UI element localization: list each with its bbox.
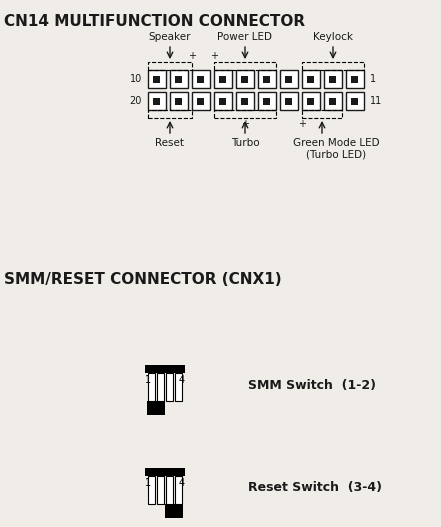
Bar xyxy=(166,476,173,504)
Bar xyxy=(324,92,342,110)
Text: SMM Switch  (1-2): SMM Switch (1-2) xyxy=(248,378,376,392)
Bar xyxy=(307,97,314,104)
Bar xyxy=(157,373,164,401)
Text: Keylock: Keylock xyxy=(313,32,353,42)
Bar xyxy=(302,70,320,88)
Text: +: + xyxy=(298,119,306,129)
Text: SMM/RESET CONNECTOR (CNX1): SMM/RESET CONNECTOR (CNX1) xyxy=(4,272,282,287)
Bar xyxy=(351,75,359,83)
Bar xyxy=(280,70,298,88)
Text: 20: 20 xyxy=(130,96,142,106)
Bar xyxy=(153,75,161,83)
Bar xyxy=(258,92,276,110)
Text: 11: 11 xyxy=(370,96,382,106)
Text: +: + xyxy=(241,119,249,129)
Bar xyxy=(329,75,336,83)
Bar xyxy=(302,92,320,110)
Bar xyxy=(302,62,364,70)
Bar xyxy=(307,75,314,83)
Bar xyxy=(329,97,336,104)
Bar xyxy=(198,75,205,83)
Bar xyxy=(285,97,292,104)
Bar xyxy=(175,373,182,401)
Bar xyxy=(153,97,161,104)
Bar xyxy=(220,75,227,83)
Text: 1: 1 xyxy=(370,74,376,84)
Bar xyxy=(302,110,342,118)
Bar xyxy=(157,476,164,504)
Bar xyxy=(351,97,359,104)
Bar xyxy=(176,75,183,83)
Bar xyxy=(145,468,185,476)
Text: +: + xyxy=(188,51,196,61)
Bar xyxy=(242,75,248,83)
Bar xyxy=(242,97,248,104)
Text: Turbo: Turbo xyxy=(231,138,259,148)
Bar xyxy=(148,92,166,110)
Text: Reset: Reset xyxy=(156,138,184,148)
Text: 4: 4 xyxy=(179,375,185,385)
Bar xyxy=(346,70,364,88)
Text: +: + xyxy=(210,51,218,61)
Text: 1: 1 xyxy=(145,375,151,385)
Bar xyxy=(214,62,276,70)
Bar xyxy=(264,97,270,104)
Bar xyxy=(176,97,183,104)
Bar xyxy=(220,97,227,104)
Bar xyxy=(147,401,165,415)
Bar xyxy=(148,476,155,504)
Bar xyxy=(214,92,232,110)
Bar xyxy=(198,97,205,104)
Bar xyxy=(346,92,364,110)
Bar xyxy=(148,70,166,88)
Bar xyxy=(166,373,173,401)
Bar xyxy=(285,75,292,83)
Bar xyxy=(165,504,183,518)
Text: 1: 1 xyxy=(145,478,151,488)
Bar xyxy=(175,476,182,504)
Bar xyxy=(145,365,185,373)
Text: 4: 4 xyxy=(179,478,185,488)
Text: Power LED: Power LED xyxy=(217,32,273,42)
Bar xyxy=(148,373,155,401)
Bar xyxy=(264,75,270,83)
Bar xyxy=(192,92,210,110)
Bar xyxy=(236,70,254,88)
Bar xyxy=(280,92,298,110)
Bar xyxy=(258,70,276,88)
Text: Green Mode LED
(Turbo LED): Green Mode LED (Turbo LED) xyxy=(293,138,379,160)
Bar xyxy=(214,110,276,118)
Bar xyxy=(148,110,192,118)
Bar xyxy=(148,62,192,70)
Bar xyxy=(236,92,254,110)
Bar xyxy=(214,70,232,88)
Text: 10: 10 xyxy=(130,74,142,84)
Text: Reset Switch  (3-4): Reset Switch (3-4) xyxy=(248,482,382,494)
Text: CN14 MULTIFUNCTION CONNECTOR: CN14 MULTIFUNCTION CONNECTOR xyxy=(4,14,305,29)
Bar xyxy=(170,70,188,88)
Bar xyxy=(170,92,188,110)
Bar xyxy=(192,70,210,88)
Text: Speaker: Speaker xyxy=(149,32,191,42)
Bar xyxy=(324,70,342,88)
